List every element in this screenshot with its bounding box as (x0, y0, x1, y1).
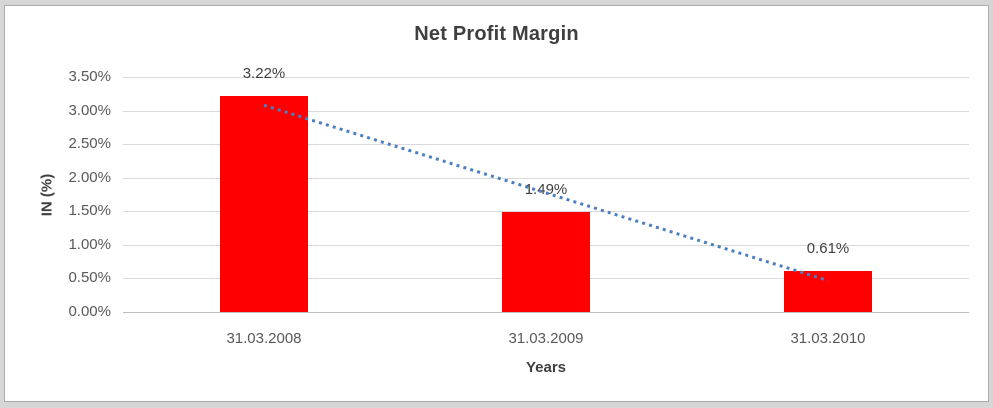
chart-panel[interactable] (4, 5, 989, 402)
y-tick-label: 2.50% (68, 135, 111, 152)
y-tick-label: 3.00% (68, 102, 111, 119)
chart-title: Net Profit Margin (414, 23, 579, 45)
x-axis-title: Years (525, 359, 567, 376)
gridline (123, 144, 969, 145)
x-axis-line (123, 312, 969, 313)
x-tick-label: 31.03.2010 (790, 330, 866, 347)
gridline (123, 111, 969, 112)
trendline[interactable] (263, 103, 829, 282)
y-tick-label: 2.00% (68, 169, 111, 186)
bar-2[interactable] (784, 271, 872, 312)
bar-value-label: 3.22% (242, 65, 286, 82)
y-tick-label: 1.50% (68, 202, 111, 219)
x-tick-label: 31.03.2008 (226, 330, 302, 347)
x-tick-label: 31.03.2009 (508, 330, 584, 347)
gridline (123, 211, 969, 212)
y-tick-label: 0.00% (68, 303, 111, 320)
y-tick-label: 0.50% (68, 269, 111, 286)
bar-value-label: 1.49% (524, 181, 568, 198)
bar-value-label: 0.61% (806, 240, 850, 257)
gridline (123, 77, 969, 78)
bar-0[interactable] (220, 96, 308, 312)
gridline (123, 178, 969, 179)
bar-1[interactable] (502, 212, 590, 312)
y-tick-label: 3.50% (68, 68, 111, 85)
y-tick-label: 1.00% (68, 236, 111, 253)
